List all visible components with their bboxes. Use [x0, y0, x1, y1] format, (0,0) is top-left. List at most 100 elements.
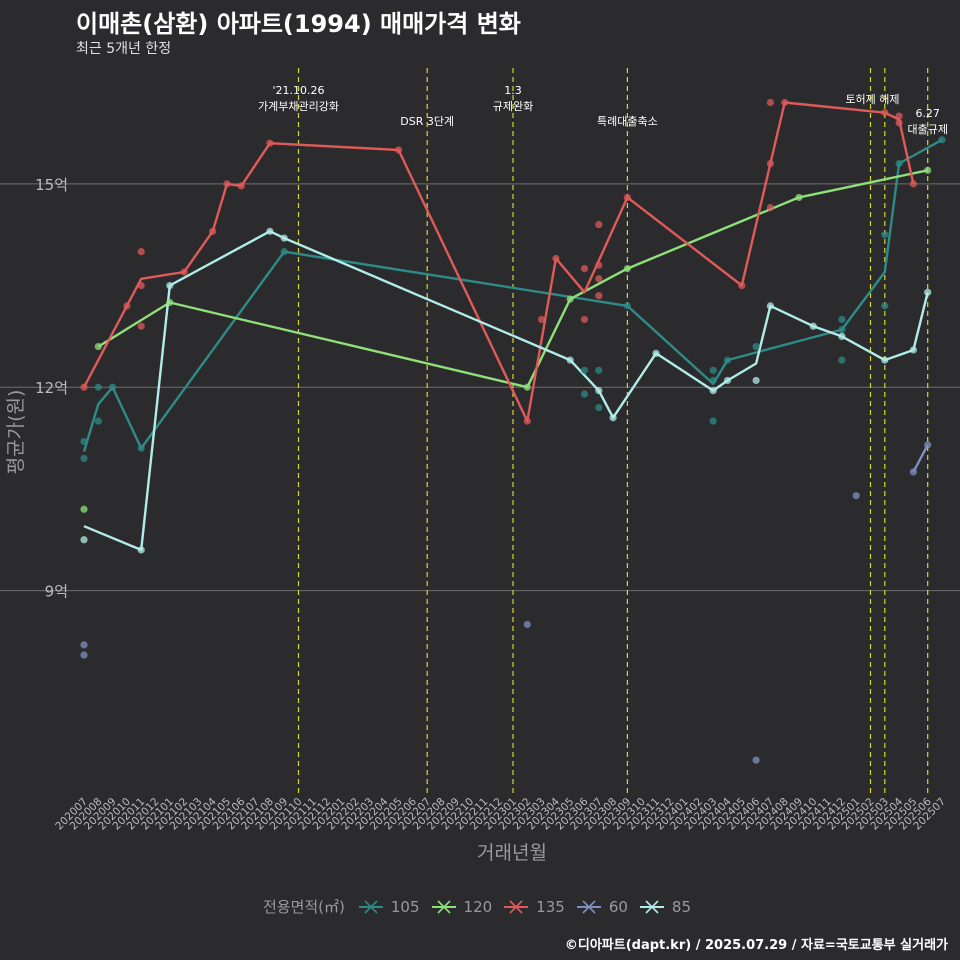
legend-key-icon	[639, 899, 664, 914]
legend: 전용면적(㎡) 105 120 135 60 85	[0, 896, 960, 917]
legend-item-120: 120	[430, 897, 493, 917]
y-tick-label: 12억	[35, 379, 68, 397]
data-point-135	[895, 112, 903, 120]
data-point-120	[80, 505, 88, 513]
data-point-105	[752, 342, 760, 351]
legend-label: 120	[463, 897, 493, 916]
data-point-85	[166, 281, 174, 290]
data-point-135	[237, 182, 245, 190]
data-point-135	[623, 193, 632, 202]
source-caption: ©디아파트(dapt.kr) / 2025.07.29 / 자료=국토교통부 실…	[564, 938, 948, 953]
series-line-135	[82, 101, 915, 423]
data-point-120	[166, 298, 174, 307]
data-point-135	[781, 98, 789, 107]
data-point-60	[909, 468, 918, 476]
data-point-135	[209, 227, 217, 235]
series-line-60	[912, 444, 929, 473]
data-point-105	[881, 231, 889, 239]
data-point-105	[580, 366, 589, 374]
data-point-85	[566, 356, 574, 364]
data-point-60	[523, 620, 531, 629]
data-point-105	[109, 383, 117, 391]
data-point-105	[595, 366, 603, 374]
data-point-105	[280, 248, 288, 256]
event-label: 가계부채관리강화	[258, 100, 339, 113]
data-point-85	[809, 322, 817, 330]
data-points	[80, 98, 946, 764]
data-point-105	[80, 454, 88, 463]
event-label: DSR 3단계	[400, 115, 454, 128]
data-point-85	[709, 387, 717, 395]
data-point-135	[580, 265, 589, 273]
data-point-135	[766, 203, 775, 212]
event-label: 규제완화	[493, 100, 533, 113]
event-label: 토허제 해제	[845, 92, 899, 106]
data-point-60	[80, 641, 88, 649]
data-point-105	[623, 302, 632, 310]
data-point-85	[280, 234, 288, 242]
data-point-105	[595, 403, 603, 412]
chart-title: 이매촌(삼환) 아파트(1994) 매매가격 변화	[76, 10, 521, 38]
data-point-135	[881, 109, 889, 117]
data-point-135	[180, 268, 188, 276]
data-point-105	[137, 444, 145, 452]
data-point-85	[723, 376, 732, 385]
data-point-105	[709, 376, 717, 385]
legend-label: 105	[390, 897, 420, 916]
data-point-135	[538, 315, 546, 324]
data-point-105	[580, 390, 589, 398]
data-point-135	[137, 281, 145, 290]
data-point-105	[94, 383, 102, 391]
data-point-135	[395, 146, 403, 154]
data-point-105	[838, 356, 846, 364]
data-point-135	[595, 292, 603, 300]
event-label: '21.10.26	[272, 84, 324, 97]
data-point-135	[895, 119, 903, 127]
data-point-135	[523, 417, 531, 425]
data-point-135	[766, 98, 775, 107]
legend-item-135: 135	[502, 897, 565, 917]
event-label: 6.27	[915, 107, 940, 120]
data-point-105	[838, 326, 846, 334]
data-point-135	[137, 322, 145, 330]
data-point-135	[595, 261, 603, 269]
series-line-85	[83, 230, 929, 552]
data-point-105	[895, 159, 903, 168]
y-tick-labels: 9억 12억 15억	[35, 176, 68, 601]
legend-item-105: 105	[357, 897, 420, 917]
data-point-135	[766, 159, 775, 168]
legend-label: 135	[536, 897, 565, 916]
legend-label: 60	[608, 897, 628, 916]
data-point-135	[123, 302, 131, 310]
data-point-105	[881, 302, 889, 310]
legend-label: 85	[671, 897, 691, 916]
data-point-105	[709, 417, 717, 425]
data-point-105	[80, 437, 88, 446]
data-point-105	[723, 356, 732, 364]
data-point-135	[595, 220, 603, 229]
data-point-135	[595, 275, 603, 283]
data-point-105	[938, 136, 946, 144]
data-point-135	[266, 139, 274, 147]
data-point-135	[223, 180, 231, 188]
data-point-120	[623, 265, 632, 273]
data-point-105	[94, 417, 102, 425]
x-axis-label: 거래년월	[477, 842, 547, 864]
data-point-85	[909, 346, 918, 354]
data-point-120	[94, 342, 102, 351]
data-point-135	[738, 281, 746, 290]
data-point-135	[80, 383, 88, 391]
data-point-85	[766, 302, 775, 310]
data-point-85	[609, 414, 617, 422]
legend-key-icon	[431, 899, 456, 914]
data-point-85	[652, 349, 660, 357]
data-point-60	[752, 756, 760, 764]
y-tick-label: 9억	[45, 583, 68, 601]
data-point-85	[881, 356, 889, 364]
event-label: 대출규제	[907, 123, 947, 136]
data-point-105	[838, 315, 846, 324]
data-point-85	[838, 332, 846, 340]
data-point-120	[523, 383, 531, 391]
